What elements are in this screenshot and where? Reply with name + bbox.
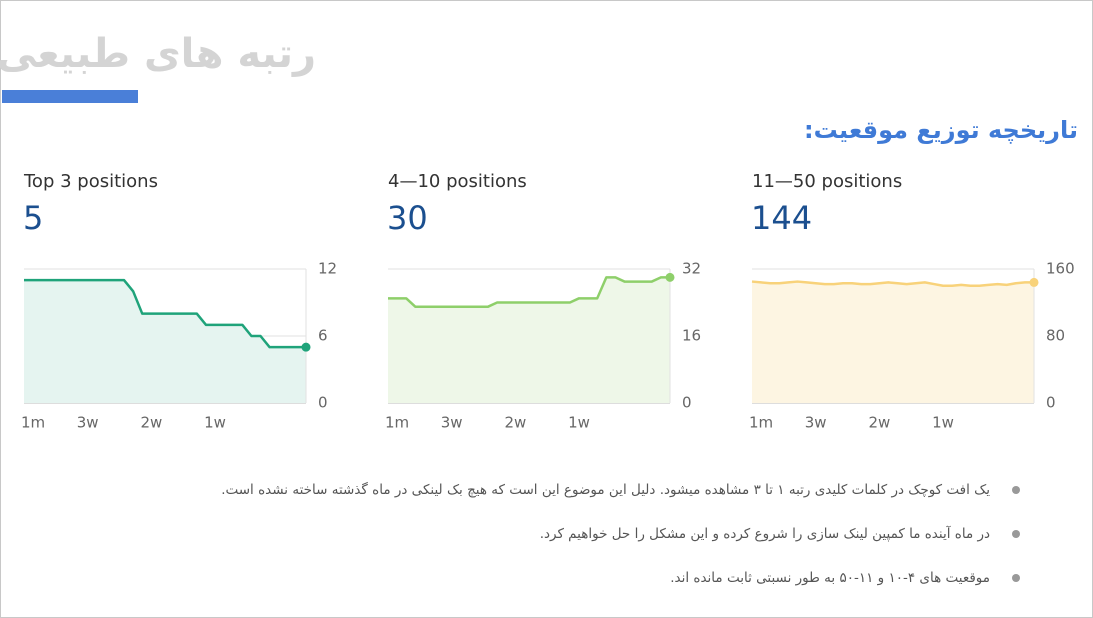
title-bar: [2, 90, 138, 103]
area-fill: [24, 280, 306, 403]
y-tick-label: 12: [318, 260, 337, 278]
y-tick-label: 80: [1046, 327, 1065, 345]
bullet-text: در ماه آینده ما کمپین لینک سازی را شروع …: [540, 525, 990, 542]
line: [24, 278, 306, 349]
slide-title: رتبه های طبیعی: [0, 31, 316, 77]
y-tick-label: 160: [1046, 260, 1075, 278]
chart-title: 4—10 positions: [388, 171, 527, 192]
x-tick-label: 3w: [77, 414, 99, 432]
y-tick-label: 0: [318, 394, 328, 412]
bullet-dot: [1012, 486, 1020, 494]
y-tick-label: 6: [318, 327, 328, 345]
bullet-text: موقعیت های ۴-۱۰ و ۱۱-۵۰ به طور نسبتی ثاب…: [670, 570, 990, 586]
y-tick-label: 0: [1046, 394, 1056, 412]
y-tick-label: 16: [682, 327, 701, 345]
bullet-text: یک افت کوچک در کلمات کلیدی رتبه ۱ تا ۳ م…: [221, 481, 990, 498]
bullet-dot: [1012, 574, 1020, 582]
line: [388, 276, 670, 308]
x-tick-label: 1m: [21, 414, 45, 432]
x-tick-label: 1m: [749, 414, 773, 432]
x-tick-label: 2w: [868, 414, 890, 432]
chart-title: 11—50 positions: [752, 171, 902, 192]
x-tick-label: 3w: [441, 414, 463, 432]
x-tick-label: 1m: [385, 414, 409, 432]
end-dot: [665, 272, 675, 282]
x-tick-label: 1w: [568, 414, 590, 432]
line: [751, 280, 1034, 287]
y-tick-label: 32: [682, 260, 701, 278]
area-fill: [752, 281, 1034, 403]
chart-title: Top 3 positions: [23, 171, 158, 192]
chart-total: 5: [23, 199, 43, 237]
end-dot: [301, 342, 311, 352]
subtitle: تاریخچه توزیع موقعیت:: [804, 116, 1078, 144]
chart-total: 144: [751, 199, 812, 237]
bullet-dot: [1012, 530, 1020, 538]
end-dot: [1029, 277, 1039, 287]
x-tick-label: 1w: [204, 414, 226, 432]
y-tick-label: 0: [682, 394, 692, 412]
x-tick-label: 2w: [140, 414, 162, 432]
chart-total: 30: [387, 199, 428, 237]
area-fill: [388, 277, 670, 403]
x-tick-label: 2w: [504, 414, 526, 432]
x-tick-label: 3w: [805, 414, 827, 432]
x-tick-label: 1w: [932, 414, 954, 432]
